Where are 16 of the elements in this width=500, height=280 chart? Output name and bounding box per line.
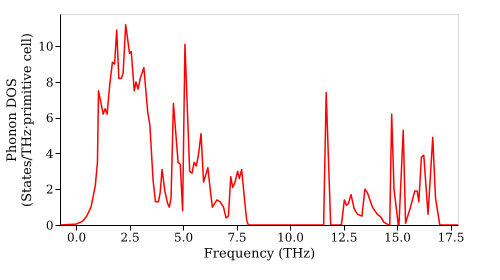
x-tick-label: 12.5: [330, 230, 358, 244]
x-tick-label: 5.0: [174, 230, 194, 244]
x-tick-label: 2.5: [120, 230, 140, 244]
x-tick-label: 10.0: [277, 230, 304, 244]
x-axis-title: Frequency (THz): [204, 246, 316, 262]
y-tick-label: 4: [46, 146, 54, 161]
y-tick-label: 2: [46, 182, 54, 197]
x-tick-label: 0.0: [67, 230, 86, 244]
x-tick-label: 17.5: [438, 230, 464, 244]
x-tick-label: 7.5: [227, 230, 247, 244]
x-tick-label: 15.0: [384, 230, 411, 244]
y-axis-title: Phonon DOS (States/THz·primitive cell): [5, 32, 36, 208]
y-tick-label: 10: [38, 40, 54, 54]
y-tick-label: 8: [46, 75, 54, 90]
y-tick-label: 6: [46, 111, 54, 126]
y-tick-label: 0: [46, 218, 54, 232]
